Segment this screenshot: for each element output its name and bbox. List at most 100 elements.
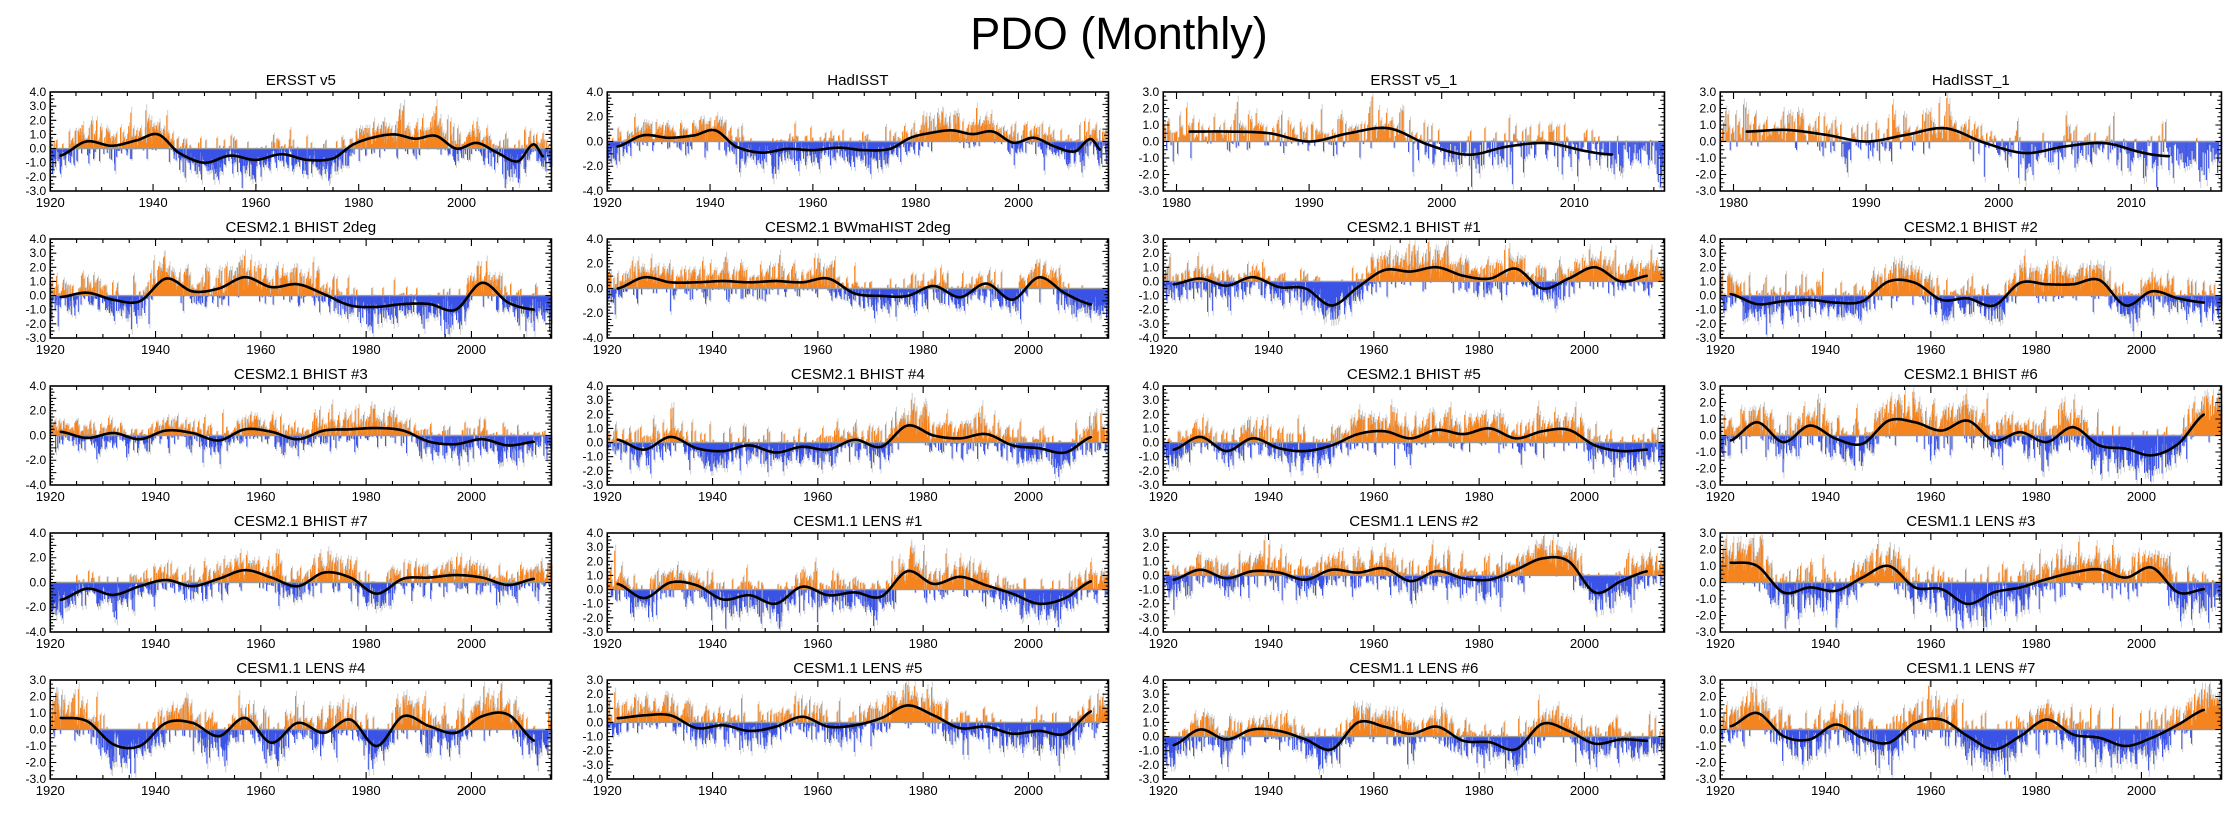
x-tick-label: 1940 (698, 636, 727, 651)
x-tick-label: 2010 (2116, 195, 2145, 210)
smoothed-pdo-line (1728, 708, 2205, 751)
x-tick-label: 1920 (1149, 489, 1178, 504)
x-tick-label: 1960 (1359, 636, 1388, 651)
y-tick-label: -1.0 (1695, 592, 1716, 606)
smoothed-pdo-line (1728, 413, 2205, 457)
y-tick-label: -4.0 (582, 331, 603, 345)
pdo-chart-cesm11-lens-2: CESM1.1 LENS #2 3.0 2.0 1.0 0.0 -1.0 -2.0 -3.0-… (1123, 513, 1672, 660)
y-tick-label: 4.0 (29, 379, 46, 393)
positive-anomaly-bars (50, 404, 550, 436)
y-tick-label: -4.0 (1138, 625, 1159, 639)
y-tick-label: 0.0 (586, 436, 603, 450)
pdo-chart-ersst-v5-1: ERSST v5_1 3.0 2.0 1.0 0.0 -1.0 -2.0 -3.0 1980 19… (1123, 72, 1672, 219)
y-tick-label: 3.0 (1699, 85, 1716, 99)
y-tick-label: -3.0 (25, 772, 46, 786)
smoothed-pdo-line (1172, 265, 1649, 307)
y-tick-label: 0.0 (586, 583, 603, 597)
x-tick-label: 1940 (698, 489, 727, 504)
y-tick-label: -2.0 (25, 170, 46, 184)
negative-anomaly-bars (1162, 281, 1653, 320)
y-tick-label: -2.0 (25, 453, 46, 467)
plot-frame (1162, 385, 1666, 486)
y-tick-label: -1.0 (25, 156, 46, 170)
smoothed-pdo-line (615, 704, 1092, 737)
x-tick-label: 2000 (457, 489, 486, 504)
pdo-chart-cesm11-lens-4: CESM1.1 LENS #4 3.0 2.0 1.0 0.0 -1.0 -2.0 -3.0 1… (10, 660, 559, 807)
x-tick-label: 1940 (1254, 342, 1283, 357)
y-tick-label: 1.0 (1142, 260, 1159, 274)
y-tick-label: 0.0 (1699, 723, 1716, 737)
x-tick-label: 1920 (592, 636, 621, 651)
chart-canvas: CESM1.1 LENS #6 4.03.02.01.00.0-1.0-2.0-3… (1138, 660, 1666, 798)
smoothed-pdo-line (1744, 126, 2170, 158)
y-tick-label: -1.0 (1138, 744, 1159, 758)
y-tick-label: -2.0 (25, 600, 46, 614)
y-tick-label: 3.0 (586, 393, 603, 407)
y-tick-label: 0.0 (1142, 730, 1159, 744)
y-tick-label: -3.0 (1695, 478, 1716, 492)
y-tick-label: 1.0 (1699, 118, 1716, 132)
plot-frame (49, 532, 553, 633)
y-tick-label: 1.0 (1699, 274, 1716, 288)
pdo-chart-hadisst: HadISST 4.0 2.0 0.0 -2.0 -4.0 1920 1940 1960 1980… (567, 72, 1116, 219)
x-tick-label: 1940 (141, 342, 170, 357)
x-tick-label: 1980 (2021, 636, 2050, 651)
plot-frame (1718, 91, 2222, 192)
x-tick-label: 1940 (695, 195, 724, 210)
x-tick-label: 1980 (908, 636, 937, 651)
y-tick-label: -2.0 (582, 464, 603, 478)
y-tick-label: 1.0 (1142, 554, 1159, 568)
y-tick-label: 3.0 (586, 540, 603, 554)
y-tick-label: 2.0 (586, 554, 603, 568)
x-tick-label: 1960 (246, 636, 275, 651)
y-tick-label: 2.0 (29, 551, 46, 565)
y-tick-label: 0.0 (1699, 289, 1716, 303)
y-tick-label: 2.0 (1699, 260, 1716, 274)
x-tick-label: 1940 (1254, 783, 1283, 798)
y-tick-label: 0.0 (586, 135, 603, 149)
smoothed-pdo-line (59, 275, 536, 312)
chart-canvas: CESM1.1 LENS #2 3.02.01.00.0-1.0-2.0-3.0-… (1138, 513, 1666, 651)
y-tick-label: -2.0 (582, 744, 603, 758)
chart-title: HadISST_1 (1931, 72, 2009, 89)
x-tick-label: 1980 (352, 342, 381, 357)
chart-title: CESM1.1 LENS #4 (236, 660, 365, 677)
plot-frame (1718, 238, 2222, 339)
y-tick-label: 1.0 (586, 701, 603, 715)
x-tick-label: 1990 (1295, 195, 1324, 210)
y-tick-label: 4.0 (586, 379, 603, 393)
chart-title: CESM2.1 BWmaHIST 2deg (764, 219, 950, 236)
positive-anomaly-bars (606, 682, 1109, 723)
y-tick-label: -3.0 (25, 184, 46, 198)
y-tick-label: 4.0 (586, 232, 603, 246)
y-tick-label: -3.0 (582, 478, 603, 492)
chart-canvas: CESM1.1 LENS #73.02.01.00.0-1.0-2.0-3.01… (1695, 660, 2223, 798)
y-tick-label: 2.0 (1699, 396, 1716, 410)
plot-frame (605, 238, 1109, 339)
x-tick-label: 1980 (352, 636, 381, 651)
y-tick-label: -1.0 (25, 303, 46, 317)
y-tick-label: -2.0 (582, 611, 603, 625)
x-tick-label: 2000 (1013, 489, 1042, 504)
x-tick-label: 1940 (1811, 489, 1840, 504)
x-tick-label: 1980 (2021, 489, 2050, 504)
y-tick-label: -3.0 (1138, 317, 1159, 331)
plot-frame (1162, 679, 1666, 780)
y-tick-label: 3.0 (586, 673, 603, 687)
y-tick-label: -1.0 (1695, 151, 1716, 165)
chart-title: ERSST v5 (266, 72, 336, 89)
plot-frame (49, 238, 553, 339)
y-tick-label: 4.0 (29, 232, 46, 246)
chart-title: CESM2.1 BHIST #3 (234, 366, 368, 383)
chart-title: CESM2.1 BHIST #4 (790, 366, 924, 383)
y-tick-label: 2.0 (1142, 102, 1159, 116)
pdo-chart-cesm21-bhist-3: CESM2.1 BHIST #3 4.0 2.0 0.0 -2.0 -4.0 1920 194… (10, 366, 559, 513)
x-tick-label: 1980 (908, 342, 937, 357)
y-tick-label: 3.0 (1142, 232, 1159, 246)
y-tick-label: 0.0 (586, 282, 603, 296)
x-tick-label: 2000 (1013, 783, 1042, 798)
chart-canvas: CESM2.1 BHIST #6 3.0 2.0 1.0 0.0 -1.0 -2.0 -3.0… (1695, 366, 2223, 504)
